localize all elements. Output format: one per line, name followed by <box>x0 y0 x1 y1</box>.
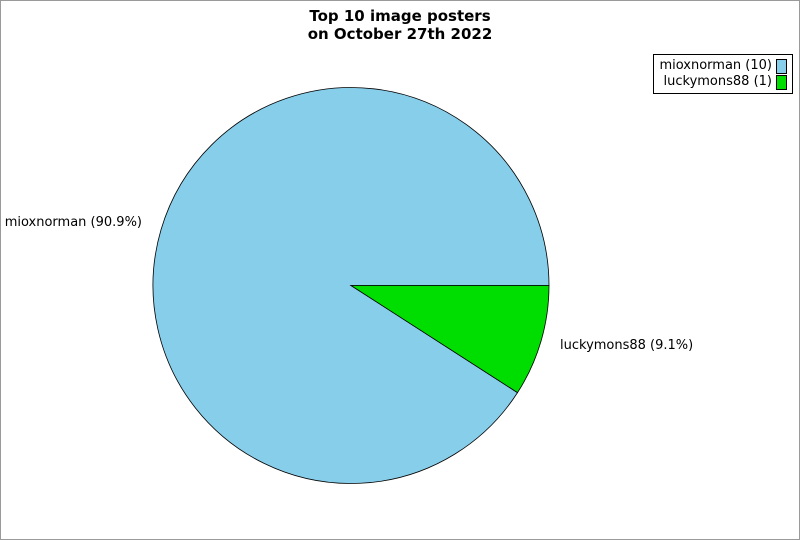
slice-label-mioxnorman: mioxnorman (90.9%) <box>4 215 142 230</box>
legend-row-luckymons88: luckymons88 (1) <box>659 74 787 90</box>
legend-row-mioxnorman: mioxnorman (10) <box>659 58 787 74</box>
legend-swatch-mioxnorman-icon <box>776 58 787 74</box>
chart-title: Top 10 image posters on October 27th 202… <box>1 7 799 43</box>
pie-slice-luckymons88 <box>349 285 550 394</box>
chart-title-line2: on October 27th 2022 <box>307 25 493 43</box>
legend-label-luckymons88: luckymons88 (1) <box>663 74 772 89</box>
slice-label-luckymons88: luckymons88 (9.1%) <box>560 338 694 353</box>
chart-title-line1: Top 10 image posters <box>309 7 491 25</box>
legend: mioxnorman (10) luckymons88 (1) <box>653 54 793 94</box>
legend-label-mioxnorman: mioxnorman (10) <box>659 58 772 73</box>
legend-swatch-luckymons88-icon <box>776 74 787 90</box>
